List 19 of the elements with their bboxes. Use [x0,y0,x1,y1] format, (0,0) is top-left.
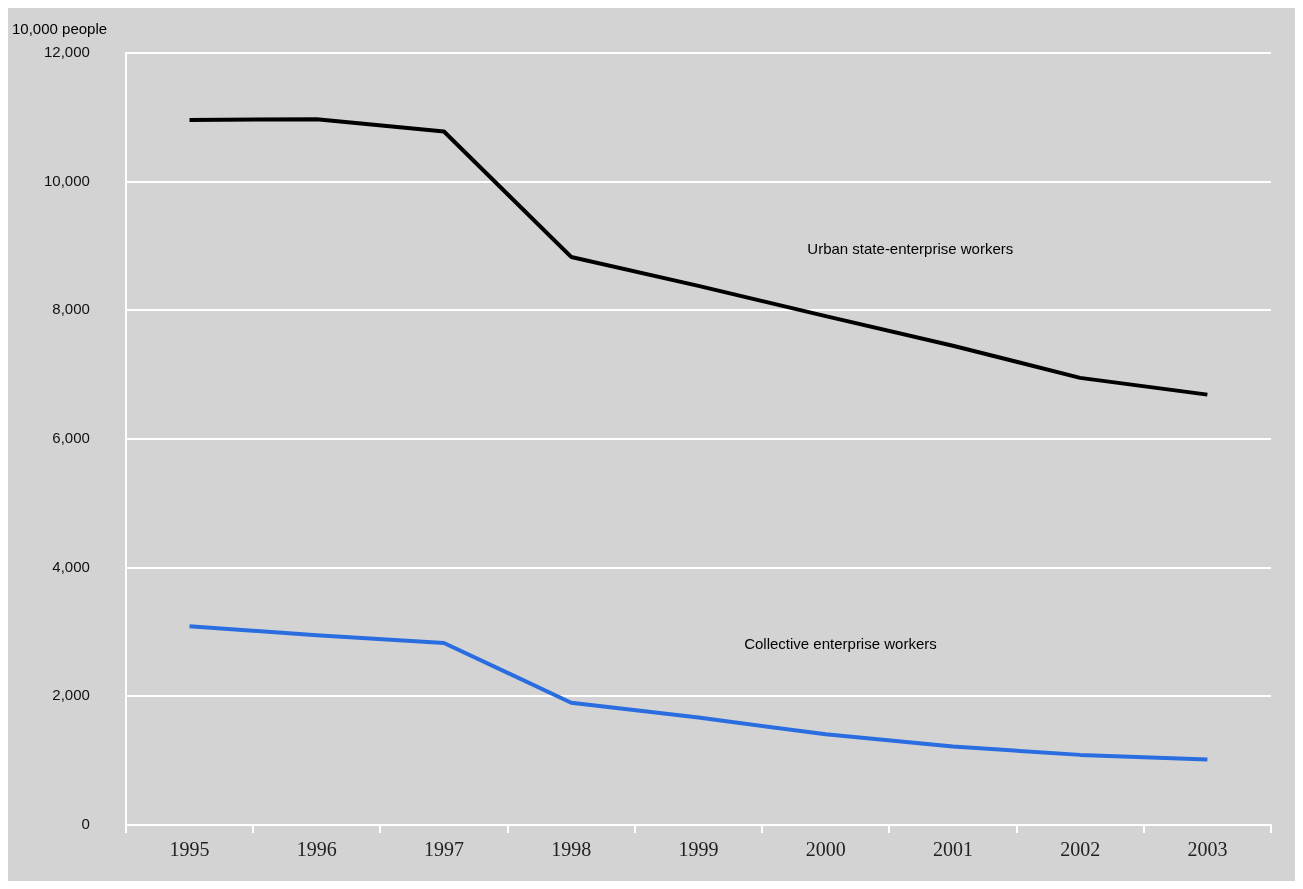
y-tick-label: 6,000 [52,429,90,447]
y-tick-label: 2,000 [52,686,90,704]
x-tick-label: 1998 [551,838,592,861]
x-tick-label: 1999 [678,838,719,861]
annotation: Collective enterprise workers [744,635,937,653]
x-tick-label: 2002 [1060,838,1101,861]
x-tick-label: 1995 [169,838,210,861]
y-tick-label: 0 [81,815,90,833]
x-tick-label: 2001 [932,838,973,861]
y-tick-label: 12,000 [43,43,90,61]
y-tick-label: 4,000 [52,557,90,575]
y-tick-label: 8,000 [52,300,90,318]
y-axis-title: 10,000 people [12,20,108,38]
x-tick-label: 1997 [423,838,464,861]
x-tick-label: 2003 [1187,838,1228,861]
y-tick-label: 10,000 [43,171,90,189]
annotation: Urban state-enterprise workers [807,240,1014,257]
x-tick-label: 1996 [296,838,337,861]
x-tick-label: 2000 [805,838,846,861]
